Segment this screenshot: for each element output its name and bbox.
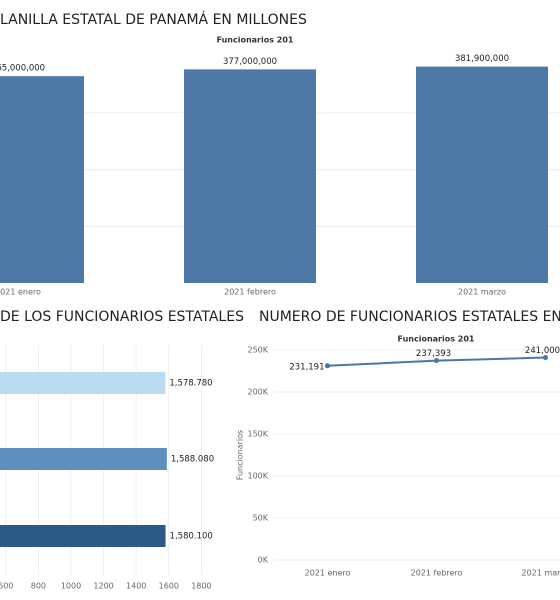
chart-subtitle: Funcionarios 201 (398, 335, 475, 344)
value-label: 231,191 (289, 362, 324, 372)
bar (0, 76, 84, 284)
point (434, 358, 439, 364)
value-label: 1,588.080 (171, 455, 214, 465)
value-label: 237,393 (416, 349, 451, 359)
x-tick-label: 1800 (191, 582, 211, 591)
value-label: 1,580.100 (170, 532, 213, 542)
bar (0, 372, 166, 394)
x-tick-label: 2021 marzo (522, 569, 560, 578)
chart-title: LANILLA ESTATAL DE PANAMÁ EN MILLONES (0, 11, 307, 28)
chart-title: NUMERO DE FUNCIONARIOS ESTATALES EN 202 (259, 309, 560, 325)
y-tick-label: 0K (258, 556, 269, 565)
x-tick-label: 1400 (126, 582, 146, 591)
bar (416, 66, 548, 283)
y-axis-label: Funcionarios (236, 430, 245, 480)
value-label: 377,000,000 (223, 57, 277, 67)
x-tick-label: 800 (31, 582, 46, 591)
x-tick-label: 1000 (61, 582, 81, 591)
chart-title: DE LOS FUNCIONARIOS ESTATALES (0, 309, 244, 325)
x-tick-label: 2021 marzo (458, 288, 506, 297)
point (325, 363, 330, 369)
value-label: 1,578.780 (169, 379, 212, 389)
value-label: 381,900,000 (455, 54, 509, 64)
y-tick-label: 200K (247, 388, 268, 397)
x-tick-label: 1600 (159, 582, 179, 591)
y-tick-label: 50K (253, 514, 269, 523)
bar (0, 448, 167, 470)
x-tick-label: 1200 (93, 582, 113, 591)
x-tick-label: 2021 enero (305, 569, 351, 578)
y-tick-label: 150K (247, 430, 268, 439)
chart-subtitle: Funcionarios 201 (217, 36, 294, 45)
point (543, 355, 548, 361)
x-tick-label: 600 (0, 582, 13, 591)
x-tick-label: 2021 febrero (224, 288, 276, 297)
bar (184, 69, 316, 283)
bar (0, 525, 166, 547)
x-tick-label: 2021 febrero (411, 569, 463, 578)
x-tick-label: 2021 enero (0, 288, 41, 297)
value-label: 365,000,000 (0, 64, 45, 74)
y-tick-label: 250K (247, 346, 268, 355)
y-tick-label: 100K (247, 472, 268, 481)
value-label: 241,000 (525, 346, 560, 356)
